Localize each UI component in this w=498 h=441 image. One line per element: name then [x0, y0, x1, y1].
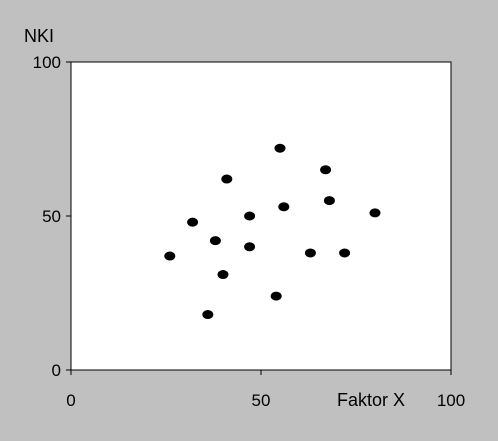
x-axis: 0 50 100 [66, 370, 465, 410]
x-tick-label: 0 [66, 391, 75, 410]
data-point [244, 242, 256, 252]
data-point [217, 270, 229, 280]
data-point [323, 196, 335, 206]
y-tick-label: 100 [33, 53, 61, 72]
data-point [164, 251, 176, 261]
data-point [320, 165, 332, 175]
data-point [369, 208, 381, 218]
y-tick-label: 50 [42, 207, 61, 226]
data-point [209, 236, 221, 246]
data-points [164, 143, 381, 320]
x-tick-label: 100 [437, 391, 465, 410]
y-axis-title: NKI [24, 26, 54, 46]
data-point [274, 143, 286, 153]
y-axis: 0 50 100 [33, 53, 71, 380]
data-point [187, 217, 199, 227]
data-point [202, 310, 214, 320]
data-point [221, 174, 233, 184]
x-tick-label: 50 [252, 391, 271, 410]
data-point [270, 291, 282, 301]
plot-area [70, 61, 452, 371]
data-point [304, 248, 316, 258]
data-point [339, 248, 351, 258]
y-tick-label: 0 [52, 361, 61, 380]
x-axis-title: Faktor X [337, 390, 405, 410]
data-point [244, 211, 256, 221]
data-point [278, 202, 290, 212]
